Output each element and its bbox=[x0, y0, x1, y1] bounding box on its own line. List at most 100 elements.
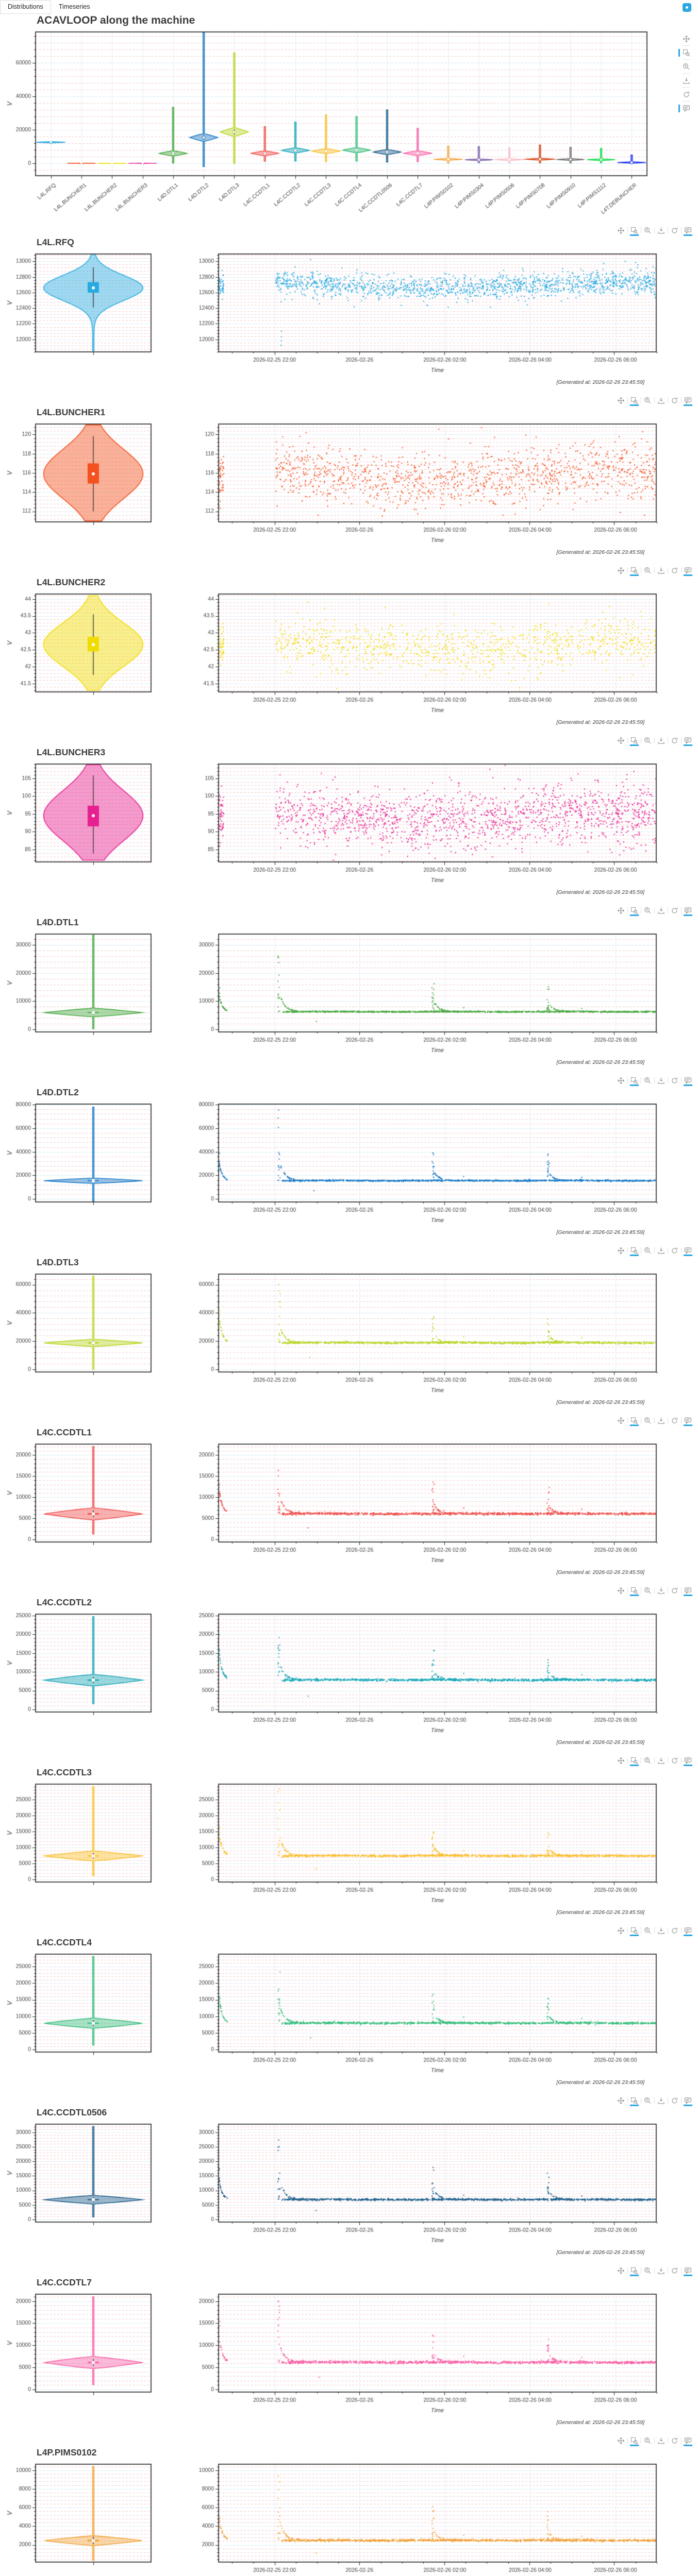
timeseries-chart-l4c-ccdtl7[interactable] bbox=[178, 2291, 698, 2417]
timeseries-chart-l4c-ccdtl4[interactable] bbox=[178, 1951, 698, 2077]
hover-tool-button[interactable] bbox=[683, 737, 693, 746]
reset-tool-button[interactable] bbox=[669, 1757, 680, 1766]
box-zoom-tool-button[interactable] bbox=[629, 2267, 640, 2276]
hover-tool-button[interactable] bbox=[683, 1417, 693, 1426]
tab-timeseries[interactable]: Timeseries bbox=[58, 3, 90, 10]
pan-tool-button[interactable] bbox=[616, 1077, 626, 1086]
reset-tool-button[interactable] bbox=[669, 907, 680, 916]
wheel-zoom-tool-button[interactable] bbox=[642, 567, 653, 576]
wheel-zoom-tool-button[interactable] bbox=[642, 1757, 653, 1766]
violin-chart-l4c-ccdtl3[interactable] bbox=[0, 1781, 155, 1890]
reset-tool-button[interactable] bbox=[669, 737, 680, 746]
wheel-zoom-tool-button[interactable] bbox=[642, 1247, 653, 1256]
save-tool-button[interactable] bbox=[656, 1247, 667, 1256]
hover-tool-button[interactable] bbox=[683, 397, 693, 406]
wheel-zoom-tool-button[interactable] bbox=[642, 737, 653, 746]
timeseries-chart-l4l-rfq[interactable] bbox=[178, 250, 698, 377]
violin-chart-l4d-dtl2[interactable] bbox=[0, 1100, 155, 1210]
save-tool-button[interactable] bbox=[656, 1587, 667, 1596]
save-tool-button[interactable] bbox=[656, 737, 667, 746]
reset-tool-button[interactable] bbox=[669, 397, 680, 406]
timeseries-chart-l4d-dtl2[interactable] bbox=[178, 1100, 698, 1227]
box-zoom-tool-button[interactable] bbox=[629, 397, 640, 406]
violin-chart-l4l-buncher3[interactable] bbox=[0, 760, 155, 870]
box-zoom-tool-button[interactable] bbox=[629, 2097, 640, 2106]
save-tool-button[interactable] bbox=[683, 75, 690, 86]
box-zoom-tool-button[interactable] bbox=[629, 907, 640, 916]
violin-chart-l4d-dtl1[interactable] bbox=[0, 930, 155, 1040]
hover-tool-button[interactable] bbox=[683, 227, 693, 236]
pan-tool-button[interactable] bbox=[616, 2437, 626, 2446]
save-tool-button[interactable] bbox=[656, 227, 667, 236]
timeseries-chart-l4c-ccdtl0506[interactable] bbox=[178, 2121, 698, 2247]
save-tool-button[interactable] bbox=[656, 2267, 667, 2276]
box-zoom-tool-button[interactable] bbox=[629, 2437, 640, 2446]
violin-chart-l4c-ccdtl1[interactable] bbox=[0, 1440, 155, 1550]
wheel-zoom-tool-button[interactable] bbox=[642, 227, 653, 236]
save-tool-button[interactable] bbox=[656, 1757, 667, 1766]
wheel-zoom-tool-button[interactable] bbox=[683, 61, 690, 72]
hover-tool-button[interactable] bbox=[678, 103, 690, 114]
box-zoom-tool-button[interactable] bbox=[629, 567, 640, 576]
box-zoom-tool-button[interactable] bbox=[629, 1247, 640, 1256]
reset-tool-button[interactable] bbox=[669, 1417, 680, 1426]
timeseries-chart-l4p-pims0102[interactable] bbox=[178, 2461, 698, 2576]
hover-tool-button[interactable] bbox=[683, 1247, 693, 1256]
timeseries-chart-l4d-dtl1[interactable] bbox=[178, 930, 698, 1057]
wheel-zoom-tool-button[interactable] bbox=[642, 2437, 653, 2446]
save-tool-button[interactable] bbox=[656, 2437, 667, 2446]
pan-tool-button[interactable] bbox=[616, 2097, 626, 2106]
hover-tool-button[interactable] bbox=[683, 567, 693, 576]
reset-tool-button[interactable] bbox=[669, 227, 680, 236]
hover-tool-button[interactable] bbox=[683, 1927, 693, 1936]
wheel-zoom-tool-button[interactable] bbox=[642, 2097, 653, 2106]
hover-tool-button[interactable] bbox=[683, 1587, 693, 1596]
save-tool-button[interactable] bbox=[656, 1927, 667, 1936]
pan-tool-button[interactable] bbox=[616, 1247, 626, 1256]
wheel-zoom-tool-button[interactable] bbox=[642, 1077, 653, 1086]
box-zoom-tool-button[interactable] bbox=[629, 737, 640, 746]
pan-tool-button[interactable] bbox=[616, 737, 626, 746]
box-zoom-tool-button[interactable] bbox=[629, 1927, 640, 1936]
box-zoom-tool-button[interactable] bbox=[629, 1417, 640, 1426]
wheel-zoom-tool-button[interactable] bbox=[642, 397, 653, 406]
pan-tool-button[interactable] bbox=[616, 227, 626, 236]
timeseries-chart-l4l-buncher2[interactable] bbox=[178, 590, 698, 717]
violin-chart-l4c-ccdtl4[interactable] bbox=[0, 1951, 155, 2060]
pan-tool-button[interactable] bbox=[616, 907, 626, 916]
pan-tool-button[interactable] bbox=[616, 397, 626, 406]
save-tool-button[interactable] bbox=[656, 567, 667, 576]
reset-tool-button[interactable] bbox=[669, 1587, 680, 1596]
hover-tool-button[interactable] bbox=[683, 2267, 693, 2276]
violin-chart-l4d-dtl3[interactable] bbox=[0, 1270, 155, 1380]
save-tool-button[interactable] bbox=[656, 2097, 667, 2106]
reset-tool-button[interactable] bbox=[669, 1077, 680, 1086]
pan-tool-button[interactable] bbox=[616, 2267, 626, 2276]
hover-tool-button[interactable] bbox=[683, 907, 693, 916]
reset-tool-button[interactable] bbox=[669, 1927, 680, 1936]
timeseries-chart-l4d-dtl3[interactable] bbox=[178, 1270, 698, 1397]
reset-tool-button[interactable] bbox=[669, 567, 680, 576]
hover-tool-button[interactable] bbox=[683, 1077, 693, 1086]
pan-tool-button[interactable] bbox=[616, 1417, 626, 1426]
violin-chart-l4c-ccdtl7[interactable] bbox=[0, 2291, 155, 2400]
pan-tool-button[interactable] bbox=[616, 1757, 626, 1766]
timeseries-chart-l4c-ccdtl2[interactable] bbox=[178, 1611, 698, 1737]
box-zoom-tool-button[interactable] bbox=[629, 1757, 640, 1766]
save-tool-button[interactable] bbox=[656, 1077, 667, 1086]
reset-tool-button[interactable] bbox=[669, 1247, 680, 1256]
reset-tool-button[interactable] bbox=[683, 89, 690, 100]
box-zoom-tool-button[interactable] bbox=[629, 1077, 640, 1086]
wheel-zoom-tool-button[interactable] bbox=[642, 2267, 653, 2276]
bokeh-logo[interactable] bbox=[683, 3, 691, 12]
hover-tool-button[interactable] bbox=[683, 2097, 693, 2106]
violin-chart-l4l-buncher2[interactable] bbox=[0, 590, 155, 700]
box-zoom-tool-button[interactable] bbox=[629, 227, 640, 236]
reset-tool-button[interactable] bbox=[669, 2097, 680, 2106]
pan-tool-button[interactable] bbox=[616, 1587, 626, 1596]
save-tool-button[interactable] bbox=[656, 907, 667, 916]
violin-chart-l4l-buncher1[interactable] bbox=[0, 420, 155, 530]
reset-tool-button[interactable] bbox=[669, 2437, 680, 2446]
timeseries-chart-l4l-buncher1[interactable] bbox=[178, 420, 698, 547]
pan-tool-button[interactable] bbox=[616, 1927, 626, 1936]
